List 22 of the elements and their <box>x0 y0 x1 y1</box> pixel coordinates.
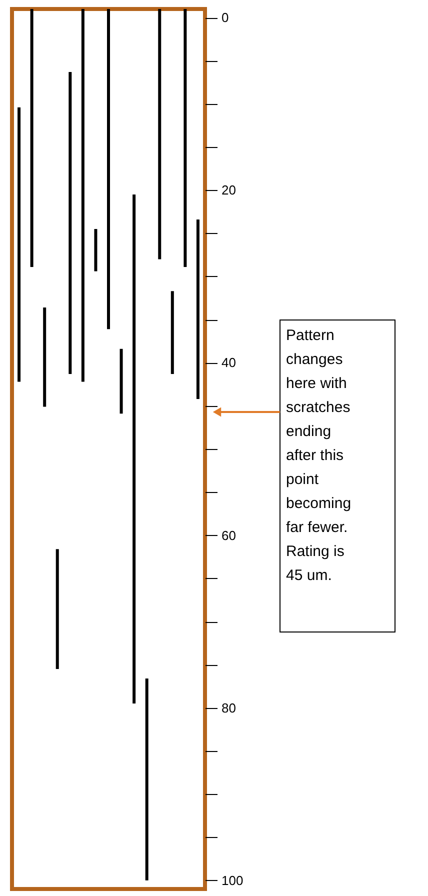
y-tick-label: 40 <box>222 355 236 370</box>
y-tick-label: 80 <box>222 700 236 716</box>
bar <box>170 291 174 374</box>
bar <box>107 9 110 330</box>
y-tick-label: 60 <box>222 528 236 543</box>
y-tick-label: 100 <box>222 872 244 888</box>
bar <box>43 308 46 407</box>
y-tick-label: 20 <box>222 182 236 198</box>
bar <box>94 229 98 272</box>
y-tick-label: 0 <box>222 10 229 26</box>
bar <box>132 194 136 704</box>
bar <box>30 9 34 267</box>
bar <box>56 549 59 669</box>
bar <box>18 107 21 382</box>
bar <box>158 9 162 260</box>
bar <box>184 9 187 267</box>
bar <box>68 72 72 374</box>
bar <box>196 220 200 399</box>
bar <box>145 678 148 880</box>
bar <box>81 9 84 382</box>
text: Pattern changes here with scratches ending after this point becoming far fewer. Rating is 45 um. <box>286 327 352 584</box>
bar <box>120 348 123 414</box>
